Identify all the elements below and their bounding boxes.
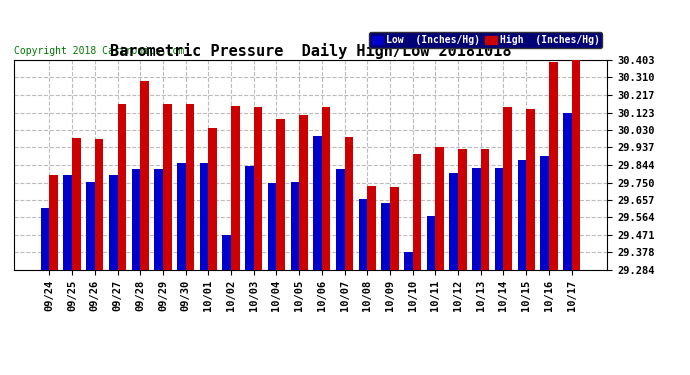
Bar xyxy=(413,154,422,270)
Bar xyxy=(359,200,367,270)
Bar xyxy=(86,182,95,270)
Bar xyxy=(50,175,58,270)
Bar xyxy=(117,104,126,270)
Bar xyxy=(63,175,72,270)
Bar xyxy=(177,163,186,270)
Bar xyxy=(277,119,285,270)
Bar xyxy=(254,106,262,270)
Text: Copyright 2018 Cartronics.com: Copyright 2018 Cartronics.com xyxy=(14,46,184,56)
Bar xyxy=(163,104,172,270)
Bar xyxy=(526,110,535,270)
Bar xyxy=(72,138,81,270)
Bar xyxy=(481,149,489,270)
Bar xyxy=(140,81,149,270)
Bar xyxy=(208,128,217,270)
Bar xyxy=(222,235,231,270)
Bar xyxy=(504,108,512,270)
Bar xyxy=(95,140,103,270)
Bar xyxy=(290,182,299,270)
Bar xyxy=(336,170,344,270)
Bar xyxy=(41,209,50,270)
Bar xyxy=(382,203,390,270)
Bar xyxy=(367,186,376,270)
Bar xyxy=(245,166,254,270)
Bar xyxy=(404,252,413,270)
Bar xyxy=(199,163,208,270)
Bar xyxy=(426,216,435,270)
Bar xyxy=(472,168,481,270)
Bar xyxy=(109,175,117,270)
Bar xyxy=(322,106,331,270)
Bar xyxy=(495,168,504,270)
Bar xyxy=(458,149,466,270)
Bar xyxy=(571,60,580,270)
Legend: Low  (Inches/Hg), High  (Inches/Hg): Low (Inches/Hg), High (Inches/Hg) xyxy=(368,32,602,48)
Bar xyxy=(155,170,163,270)
Bar xyxy=(231,106,239,270)
Bar xyxy=(449,173,458,270)
Bar xyxy=(549,63,558,270)
Bar xyxy=(540,156,549,270)
Title: Barometric Pressure  Daily High/Low 20181018: Barometric Pressure Daily High/Low 20181… xyxy=(110,43,511,59)
Bar xyxy=(132,170,140,270)
Bar xyxy=(435,147,444,270)
Bar xyxy=(563,112,571,270)
Bar xyxy=(518,160,526,270)
Bar xyxy=(313,136,322,270)
Bar xyxy=(268,183,277,270)
Bar xyxy=(299,115,308,270)
Bar xyxy=(344,136,353,270)
Bar xyxy=(186,104,195,270)
Bar xyxy=(390,187,399,270)
